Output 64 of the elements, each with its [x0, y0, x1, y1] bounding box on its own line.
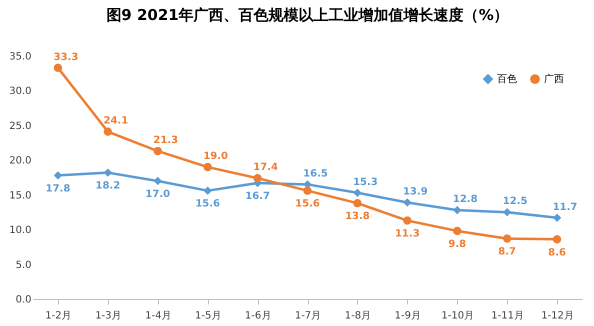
legend-label: 广西 [544, 73, 564, 86]
point [54, 64, 62, 72]
point [502, 234, 512, 243]
x-tick-label: 1-11月 [491, 310, 524, 322]
y-tick-label: 30.0 [9, 86, 32, 98]
point [154, 146, 162, 156]
data-label: 17.8 [46, 183, 70, 194]
point [154, 176, 162, 186]
point [403, 198, 412, 207]
point [253, 174, 262, 182]
y-tick-label: 0.0 [16, 294, 32, 306]
x-tick-label: 1-4月 [145, 310, 172, 322]
point [453, 226, 462, 236]
x-tick-label: 1-9月 [394, 310, 421, 322]
y-tick-label: 5.0 [16, 260, 32, 271]
y-tick-label: 35.0 [9, 52, 32, 62]
chart-title: 图9 2021年广西、百色规模以上工业增加值增长速度（%） [106, 6, 509, 24]
y-tick-label: 25.0 [9, 120, 32, 132]
point [552, 214, 562, 222]
point [453, 206, 462, 214]
point [502, 208, 512, 216]
point [353, 188, 362, 197]
data-label: 8.7 [498, 246, 516, 258]
data-label: 13.8 [345, 211, 370, 222]
data-label: 11.7 [552, 202, 578, 213]
x-tick-label: 1-2月 [45, 310, 72, 322]
point [552, 235, 562, 244]
data-label: 11.3 [394, 228, 420, 240]
point [104, 128, 112, 136]
y-tick-label: 10.0 [9, 225, 32, 236]
data-label: 16.7 [245, 191, 270, 202]
x-tick-label: 1-10月 [441, 310, 474, 322]
data-label: 8.6 [548, 247, 566, 258]
x-tick-label: 1-8月 [344, 310, 372, 322]
y-tick-label: 15.0 [9, 190, 32, 202]
point [104, 168, 112, 177]
x-tick-label: 1-6月 [244, 310, 272, 322]
x-tick-label: 1-7月 [294, 310, 322, 322]
data-label: 18.2 [96, 180, 120, 192]
data-label: 12.8 [452, 194, 478, 206]
x-tick-label: 1-12月 [541, 310, 574, 322]
point [54, 171, 62, 180]
data-label: 12.5 [502, 196, 528, 208]
point [403, 216, 412, 225]
data-label: 15.6 [295, 198, 320, 210]
data-label: 13.9 [402, 186, 428, 198]
data-label: 33.3 [54, 52, 78, 63]
legend-label: 百色 [497, 73, 517, 86]
data-label: 24.1 [104, 116, 128, 127]
data-label: 17.4 [253, 162, 278, 174]
data-label: 15.6 [195, 198, 220, 210]
data-label: 21.3 [153, 135, 178, 146]
y-tick-label: 20.0 [9, 156, 32, 167]
point [204, 186, 212, 195]
x-tick-label: 1-3月 [95, 310, 122, 322]
data-label: 17.0 [145, 188, 170, 200]
data-label: 19.0 [203, 151, 228, 162]
data-label: 15.3 [353, 176, 378, 188]
x-tick-label: 1-5月 [195, 310, 222, 322]
point [204, 162, 212, 172]
data-label: 9.8 [448, 238, 466, 250]
point [353, 199, 362, 208]
data-label: 16.5 [303, 168, 328, 180]
point [303, 186, 312, 195]
